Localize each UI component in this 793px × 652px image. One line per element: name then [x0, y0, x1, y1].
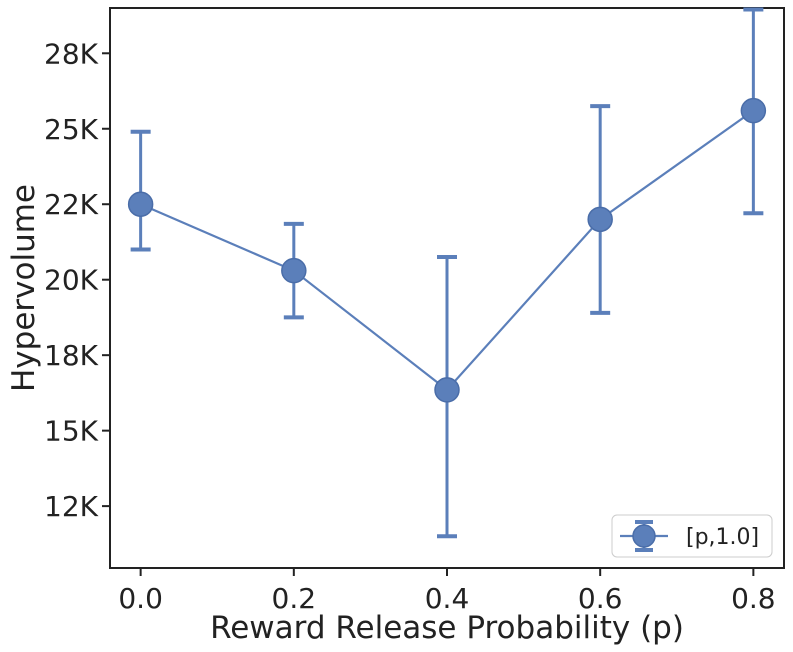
x-tick-label: 0.8 — [731, 582, 776, 615]
legend-box — [611, 514, 773, 558]
x-axis-ticks: 0.0 0.2 0.4 0.6 0.8 — [118, 568, 776, 615]
y-tick-label: 28K — [44, 37, 99, 70]
data-point — [740, 97, 767, 124]
data-point — [281, 257, 307, 284]
y-tick-label: 20K — [44, 264, 99, 297]
data-point — [587, 206, 613, 233]
y-tick-label: 25K — [44, 113, 99, 146]
x-tick-label: 0.4 — [425, 582, 470, 615]
y-tick-label: 18K — [44, 339, 99, 372]
data-point — [434, 377, 460, 403]
x-axis-title: Reward Release Probability (p) — [210, 610, 684, 646]
y-tick-label: 22K — [44, 188, 99, 221]
legend-label: [p,1.0] — [686, 525, 759, 550]
y-tick-label: 12K — [44, 490, 99, 523]
y-tick-label: 15K — [44, 415, 99, 448]
legend-marker — [620, 520, 668, 552]
x-tick-label: 0.2 — [272, 582, 317, 615]
x-tick-label: 0.6 — [578, 582, 623, 615]
legend-dot — [632, 524, 656, 548]
x-tick-label: 0.0 — [118, 582, 163, 615]
series-group — [127, 7, 767, 539]
y-axis-title: Hypervolume — [6, 184, 42, 392]
legend: [p,1.0] — [611, 514, 773, 558]
y-axis-ticks: 12K 15K 18K 20K 22K 25K 28K — [44, 37, 110, 523]
data-point — [127, 191, 154, 217]
